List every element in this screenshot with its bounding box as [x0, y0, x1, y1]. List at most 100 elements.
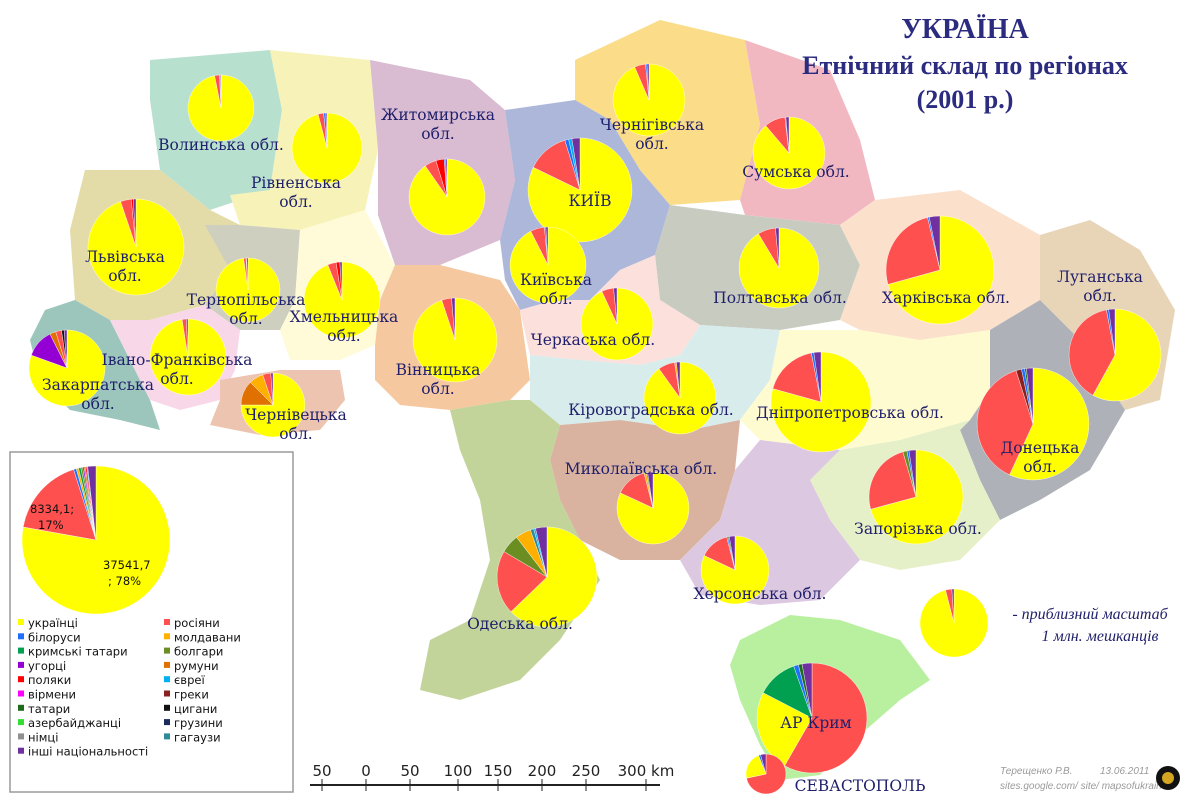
- pie-slice-інші-національності: [325, 112, 328, 149]
- region-донецька-обл-label-line: Донецька: [1001, 439, 1080, 457]
- region-херсонська-обл-label: Херсонська обл.: [694, 585, 827, 603]
- region-полтавська-обл-pie: [738, 227, 820, 309]
- region-київ-label: КИЇВ: [568, 192, 611, 210]
- region-івано-франківська-обл-label: Івано-Франківська обл.: [102, 351, 253, 388]
- pie-slice-українці: [870, 449, 964, 545]
- region-запорізька-обл-label: Запорізька обл.: [854, 520, 982, 538]
- pie-slice-інші-національності: [545, 226, 549, 266]
- pie-slice-інші-національності: [219, 74, 222, 109]
- pie-slice-інші-національності: [571, 137, 581, 191]
- legend-label-євреї: євреї: [174, 673, 205, 687]
- scale-tick-label: 100: [444, 762, 473, 780]
- region-волинська-обл-pie: [187, 74, 255, 142]
- credit-site: sites.google.com/ site/ mapsofukraine: [1000, 781, 1168, 792]
- region-кіровоградська-обл-label-line: Кіровоградська обл.: [568, 401, 734, 419]
- total-label-ukr-value: 37541,7: [103, 558, 151, 572]
- legend-swatch-болгари: [164, 647, 170, 654]
- credit-author: Терещенко Р.В.: [1000, 766, 1072, 777]
- region-херсонська-обл-pie: [700, 535, 770, 605]
- total-ukraine-pie: [21, 465, 171, 615]
- region-севастополь-pie: [745, 753, 787, 795]
- pie-slice-росіяни: [885, 217, 941, 285]
- legend-swatch-румуни: [164, 661, 170, 668]
- region-ар-крим-pie: [756, 662, 868, 774]
- pie-slice-інші-національності: [445, 158, 448, 198]
- pie-slice-інші-національності: [813, 351, 822, 403]
- legend-label-болгари: болгари: [174, 645, 223, 659]
- region-житомирська-обл-label: Житомирська обл.: [381, 106, 495, 143]
- region-вінницька-обл-pie: [412, 297, 498, 383]
- pie-slice-росіяни: [22, 469, 97, 541]
- pie-slice-інші-національності: [785, 116, 790, 154]
- pie-slice-росіяни: [746, 753, 787, 795]
- region-тернопільська-обл-pie: [215, 257, 281, 323]
- region-хмельницька-обл-label-line: Хмельницька: [290, 308, 399, 326]
- region-рівненська-обл-pie: [291, 112, 363, 184]
- region-донецька-обл-label: Донецька обл.: [1001, 439, 1080, 476]
- region-дніпропетровська-обл-pie: [770, 351, 872, 453]
- region-львівська-обл-label-line: Львівська: [85, 248, 165, 266]
- legend-swatch-білоруси: [18, 633, 24, 640]
- pie-slice-українці: [240, 372, 306, 438]
- title-line2: Етнічний склад по регіонах: [802, 51, 1128, 80]
- legend-swatch-вірмени: [18, 690, 24, 697]
- region-львівська-обл-label: Львівська обл.: [85, 248, 165, 285]
- pie-slice-росіяни: [976, 370, 1034, 476]
- region-житомирська-обл-label-line: Житомирська: [381, 106, 495, 124]
- scale-tick-label: 50: [400, 762, 419, 780]
- region-дніпропетровська-обл-label-line: Дніпропетровська обл.: [756, 404, 944, 422]
- pie-slice-українці: [887, 215, 995, 325]
- region-рівненська-обл-label-line: обл.: [279, 193, 312, 211]
- region-кіровоградська-обл-pie: [643, 361, 717, 435]
- region-рівненська-обл-label-line: Рівненська: [251, 174, 341, 192]
- region-хмельницька-обл-label: Хмельницька обл.: [290, 308, 399, 345]
- pie-slice-росіяни: [868, 451, 917, 510]
- region-одеська-обл-label: Одеська обл.: [467, 615, 573, 633]
- region-закарпатська-обл-label: Закарпатська обл.: [42, 376, 154, 413]
- region-херсонська-обл-label-line: Херсонська обл.: [694, 585, 827, 603]
- region-луганська-обл-label-line: Луганська: [1057, 268, 1143, 286]
- region-харківська-обл-pie: [885, 215, 995, 325]
- pie-slice-інші-національності: [451, 297, 456, 341]
- total-ukraine-pie: [21, 465, 171, 615]
- region-київська-обл-label: Київська обл.: [520, 271, 592, 308]
- scale-tick-label: 250: [572, 762, 601, 780]
- region-ар-крим-label-line: АР Крим: [780, 714, 851, 732]
- region-житомирська-обл-pie: [408, 158, 486, 236]
- region-полтавська-обл-label-line: Полтавська обл.: [713, 289, 847, 307]
- pie-slice-інші-національності: [535, 526, 548, 578]
- legend-swatch-німці: [18, 733, 24, 740]
- region-чернівецька-обл-label-line: обл.: [279, 425, 312, 443]
- legend-swatch-греки: [164, 690, 170, 697]
- author-logo-mark: [1162, 772, 1174, 784]
- pie-slice-інші-національності: [1026, 367, 1034, 425]
- region-івано-франківська-обл-label-line: Івано-Франківська: [102, 351, 253, 369]
- pie-slice-росіяни: [784, 662, 868, 774]
- region-черкаська-обл-pie: [580, 287, 654, 361]
- pie-slice-українці: [1092, 308, 1162, 402]
- region-закарпатська-обл-label-line: обл.: [81, 395, 114, 413]
- region-луганська-обл-label-line: обл.: [1083, 287, 1116, 305]
- region-чернівецька-обл-label: Чернівецька обл.: [245, 406, 347, 443]
- region-тернопільська-обл-label-line: Тернопільська: [187, 291, 306, 309]
- pie-slice-інші-національності: [246, 257, 249, 291]
- legend-label-греки: греки: [174, 688, 209, 702]
- scale-note-line1: - приблизний масштаб: [1012, 606, 1168, 623]
- scale-tick-label: 50: [312, 762, 331, 780]
- legend-label-українці: українці: [28, 616, 78, 630]
- pie-slice-інші-національності: [801, 662, 813, 719]
- legend-swatch-татари: [18, 704, 24, 711]
- legend-label-росіяни: росіяни: [174, 616, 220, 630]
- scale-tick-label: 200: [528, 762, 557, 780]
- legend-panel: 8334,1; 17% 37541,7 ; 78% українці росіян…: [9, 451, 294, 793]
- pie-slice-інші-національності: [270, 372, 274, 406]
- region-ар-крим-label: АР Крим: [780, 714, 851, 732]
- scale-note-line2: 1 млн. мешканців: [1042, 628, 1159, 645]
- scale-ticks: 50 0 50 100 150 200 250 300 km: [312, 762, 674, 791]
- title-line1: УКРАЇНА: [901, 14, 1029, 45]
- region-вінницька-обл-label-line: обл.: [421, 380, 454, 398]
- pie-slice-інші-національності: [63, 329, 68, 369]
- scale-reference: - приблизний масштаб 1 млн. мешканців: [919, 588, 1169, 658]
- region-рівненська-обл-label: Рівненська обл.: [251, 174, 341, 211]
